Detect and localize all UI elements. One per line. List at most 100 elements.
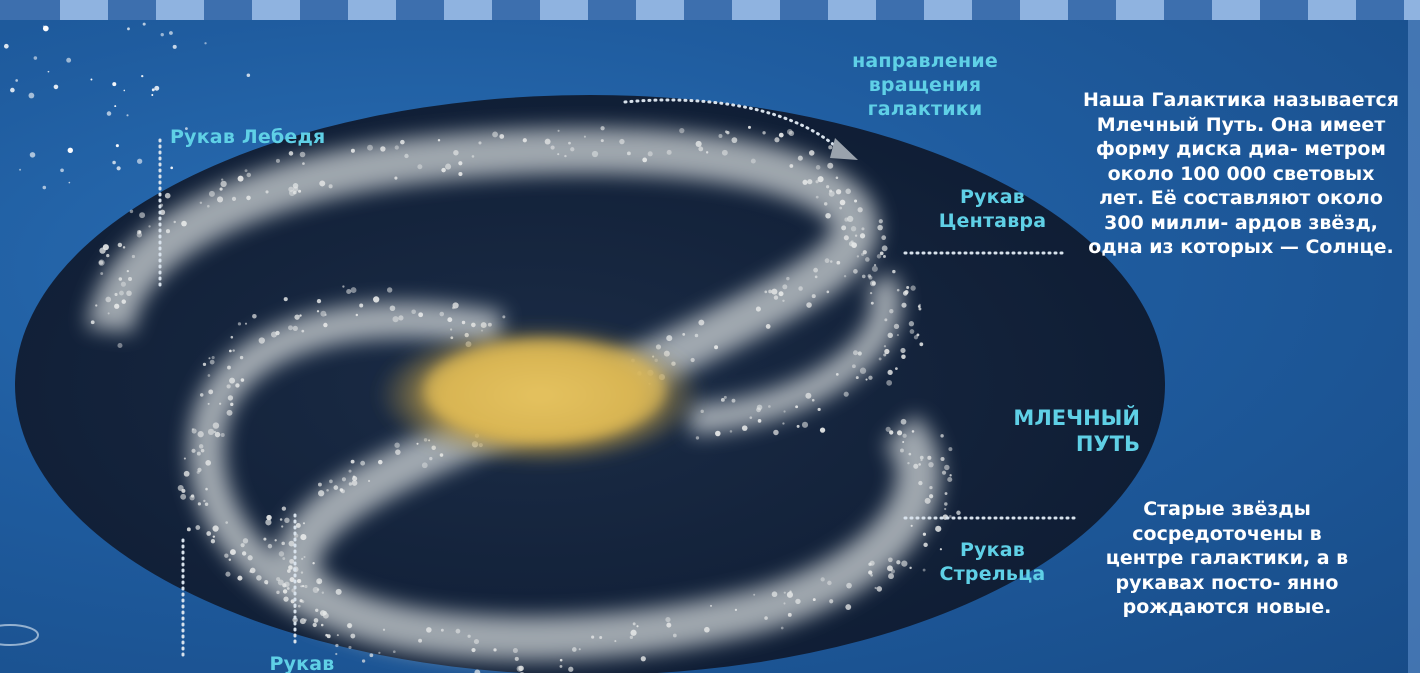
- arm-star: [867, 274, 872, 278]
- arm-star: [186, 527, 191, 532]
- arm-star: [823, 202, 828, 206]
- arm-star: [907, 461, 910, 465]
- arm-star: [322, 612, 329, 619]
- arm-star: [220, 432, 225, 438]
- arm-star: [808, 150, 815, 156]
- arm-star: [203, 499, 206, 503]
- arm-star: [471, 647, 476, 653]
- arm-star: [704, 626, 710, 633]
- arm-star: [896, 430, 903, 436]
- star: [185, 127, 188, 131]
- arm-star: [195, 525, 201, 530]
- arm-star: [291, 588, 296, 593]
- arm-star: [297, 579, 302, 584]
- arm-star: [918, 303, 921, 307]
- arm-star: [583, 135, 586, 138]
- arm-star: [467, 634, 471, 638]
- arm-star: [895, 367, 898, 371]
- arm-star: [828, 145, 833, 150]
- arm-star: [861, 227, 865, 231]
- arm-star: [294, 314, 300, 320]
- arm-star: [910, 524, 913, 527]
- arm-star: [299, 314, 302, 317]
- arm-star: [600, 126, 605, 131]
- arm-star: [207, 428, 215, 436]
- arm-star: [876, 586, 883, 592]
- border-check: [1404, 0, 1420, 20]
- arm-star: [258, 337, 265, 344]
- arm-star: [499, 134, 505, 139]
- star: [115, 144, 119, 148]
- arm-star: [274, 539, 277, 542]
- arm-star: [252, 313, 257, 319]
- arm-star: [783, 602, 786, 605]
- arm-star: [292, 325, 298, 331]
- old-stars-note: Старые звёзды сосредоточены в центре гал…: [1105, 498, 1349, 618]
- arm-star: [868, 375, 873, 380]
- star: [169, 31, 173, 35]
- arm-star: [940, 434, 944, 438]
- arm-star: [600, 139, 604, 143]
- arm-star: [749, 416, 753, 419]
- arm-star: [883, 255, 886, 258]
- arm-star: [944, 502, 948, 506]
- arm-star: [929, 485, 933, 490]
- arm-star: [710, 604, 713, 607]
- arm-star: [288, 325, 293, 331]
- arm-star: [316, 578, 323, 585]
- arm-star: [324, 313, 327, 316]
- arm-star: [148, 225, 151, 228]
- milky-way-title: МЛЕЧНЫЙ ПУТЬ: [1013, 406, 1140, 456]
- arm-star: [283, 596, 289, 602]
- arm-star: [340, 489, 345, 494]
- arm-star: [768, 289, 772, 294]
- arm-star: [102, 244, 109, 251]
- arm-star: [315, 608, 319, 612]
- arm-star: [493, 648, 497, 652]
- arm-star: [202, 362, 207, 367]
- arm-star: [226, 409, 233, 416]
- arm-star: [369, 653, 374, 658]
- arm-star: [312, 586, 319, 593]
- arm-star: [350, 287, 357, 294]
- arm-star: [230, 402, 234, 406]
- arm-star: [404, 153, 409, 159]
- arm-star: [829, 599, 834, 604]
- border-check: [60, 0, 108, 20]
- arm-star: [721, 149, 728, 156]
- arm-star: [718, 133, 723, 138]
- arm-star: [480, 322, 487, 329]
- arm-star: [165, 229, 171, 234]
- arm-star: [848, 241, 855, 247]
- arm-star: [244, 322, 248, 325]
- arm-star: [715, 430, 721, 437]
- arm-star: [326, 488, 329, 492]
- arm-star: [626, 151, 631, 156]
- arm-star: [313, 618, 319, 623]
- arm-star: [367, 144, 373, 151]
- arm-star: [901, 354, 906, 359]
- arm-star: [449, 328, 453, 331]
- star: [60, 168, 64, 173]
- arm-star: [392, 316, 399, 323]
- arm-star: [197, 467, 202, 472]
- arm-star: [764, 290, 768, 294]
- arm-star: [956, 510, 961, 516]
- arm-star: [212, 422, 220, 429]
- arm-star: [827, 162, 834, 169]
- arm-star: [237, 575, 243, 581]
- arm-star: [886, 379, 893, 386]
- arm-star: [282, 557, 286, 560]
- arm-star: [881, 245, 888, 252]
- arm-star: [256, 575, 262, 581]
- arm-star: [181, 488, 186, 493]
- arm-star: [173, 220, 176, 224]
- arm-star: [544, 138, 551, 145]
- arm-star: [729, 430, 733, 433]
- arm-star: [789, 164, 794, 168]
- arm-star: [355, 313, 359, 317]
- arm-star: [886, 565, 893, 572]
- arm-star: [666, 622, 672, 628]
- arm-star: [205, 459, 212, 466]
